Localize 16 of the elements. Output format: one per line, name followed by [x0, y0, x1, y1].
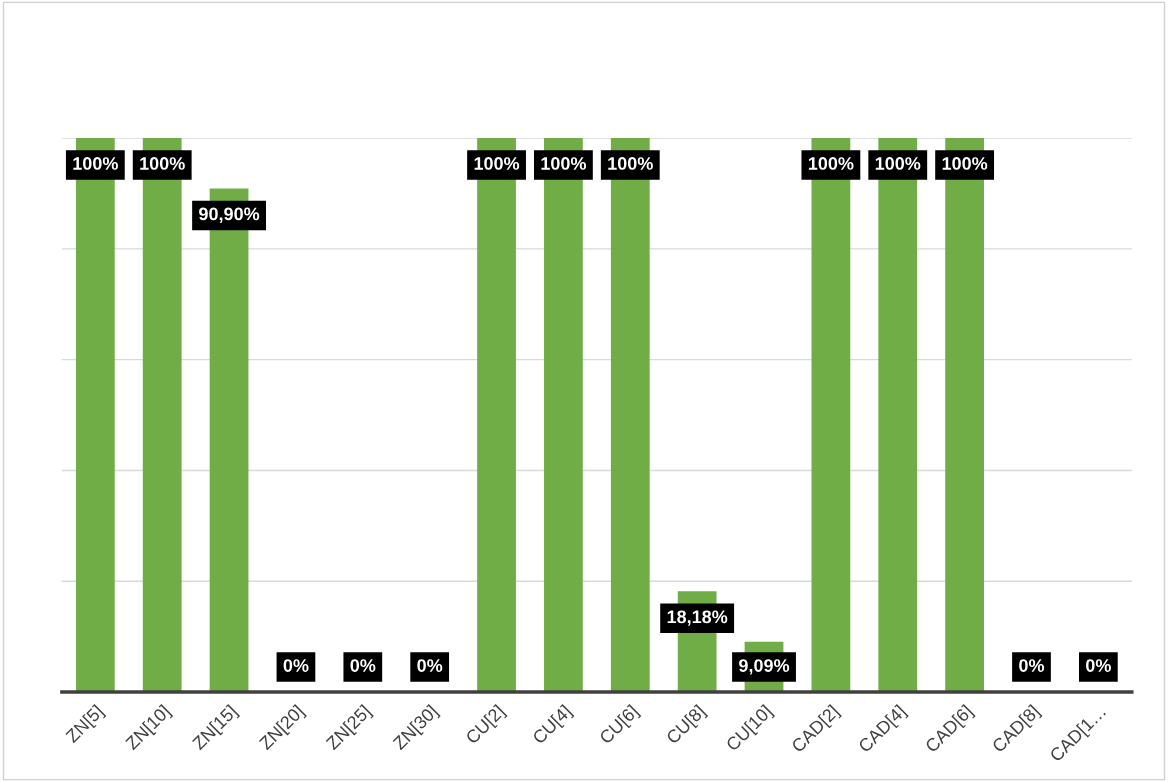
data-label: 100% — [875, 157, 921, 170]
data-label: 100% — [73, 157, 118, 170]
data-label: 100% — [541, 157, 587, 170]
data-label: 18,18% — [667, 610, 728, 626]
data-label: 100% — [140, 157, 185, 170]
data-label: 0% — [1086, 659, 1111, 672]
data-label: 0% — [283, 659, 309, 672]
data-label: 100% — [608, 157, 653, 170]
data-label: 100% — [808, 157, 854, 170]
data-label: 9,09% — [739, 659, 790, 675]
data-label: 90,90% — [199, 207, 260, 223]
data-label: 0% — [1019, 659, 1045, 672]
data-label: 0% — [350, 659, 376, 672]
data-label: 100% — [942, 157, 988, 170]
data-label: 0% — [417, 659, 443, 672]
data-label: 100% — [474, 157, 520, 170]
